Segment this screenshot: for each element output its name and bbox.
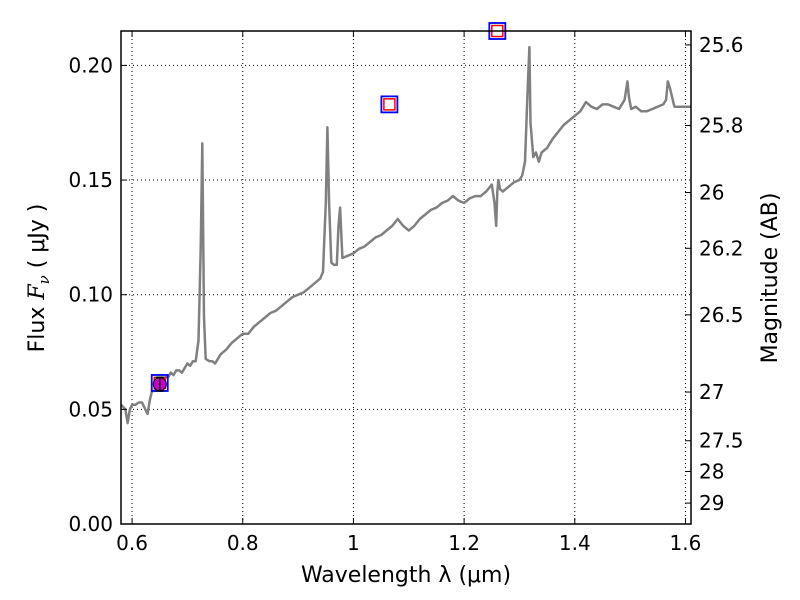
right-tick-label: 27 — [699, 380, 724, 404]
y-tick-label: 0.05 — [68, 397, 113, 421]
y-axis-label: Flux Fν ( μJy ) — [25, 204, 53, 353]
spectrum-layer — [120, 45, 691, 425]
plot-frame — [120, 30, 692, 525]
right-axis-label: Magnitude (AB) — [758, 193, 783, 364]
x-axis-label: Wavelength λ (μm) — [301, 563, 511, 588]
labels: Wavelength λ (μm) Magnitude (AB) Flux Fν… — [25, 193, 783, 588]
observed-flux-marker — [380, 95, 399, 114]
x-tick-label: 1 — [347, 531, 360, 555]
right-tick-label: 27.5 — [699, 429, 744, 453]
x-tick-label: 1.6 — [670, 531, 702, 555]
right-tick-label: 26.2 — [699, 236, 744, 260]
spectrum-line — [120, 45, 691, 425]
right-tick-label: 25.6 — [699, 33, 744, 57]
x-tick-label: 0.8 — [227, 531, 259, 555]
right-tick-label: 28 — [699, 459, 724, 483]
y-tick-label: 0.15 — [68, 168, 113, 192]
y-tick-label: 0.00 — [68, 512, 113, 536]
right-tick-label: 26 — [699, 181, 724, 205]
x-tick-label: 1.2 — [448, 531, 480, 555]
x-tick-label: 0.6 — [116, 531, 148, 555]
model-flux-marker — [383, 98, 396, 111]
right-tick-label: 29 — [699, 491, 724, 515]
y-tick-label: 0.20 — [68, 53, 113, 77]
y-tick-label: 0.10 — [68, 283, 113, 307]
x-tick-label: 1.4 — [559, 531, 591, 555]
axes: 0.6 0.8 1 1.2 1.4 1.6 0.00 0.05 0.10 0.15 0.20 25.6… — [68, 30, 744, 555]
right-tick-label: 26.5 — [699, 303, 744, 327]
right-tick-label: 25.8 — [699, 113, 744, 137]
